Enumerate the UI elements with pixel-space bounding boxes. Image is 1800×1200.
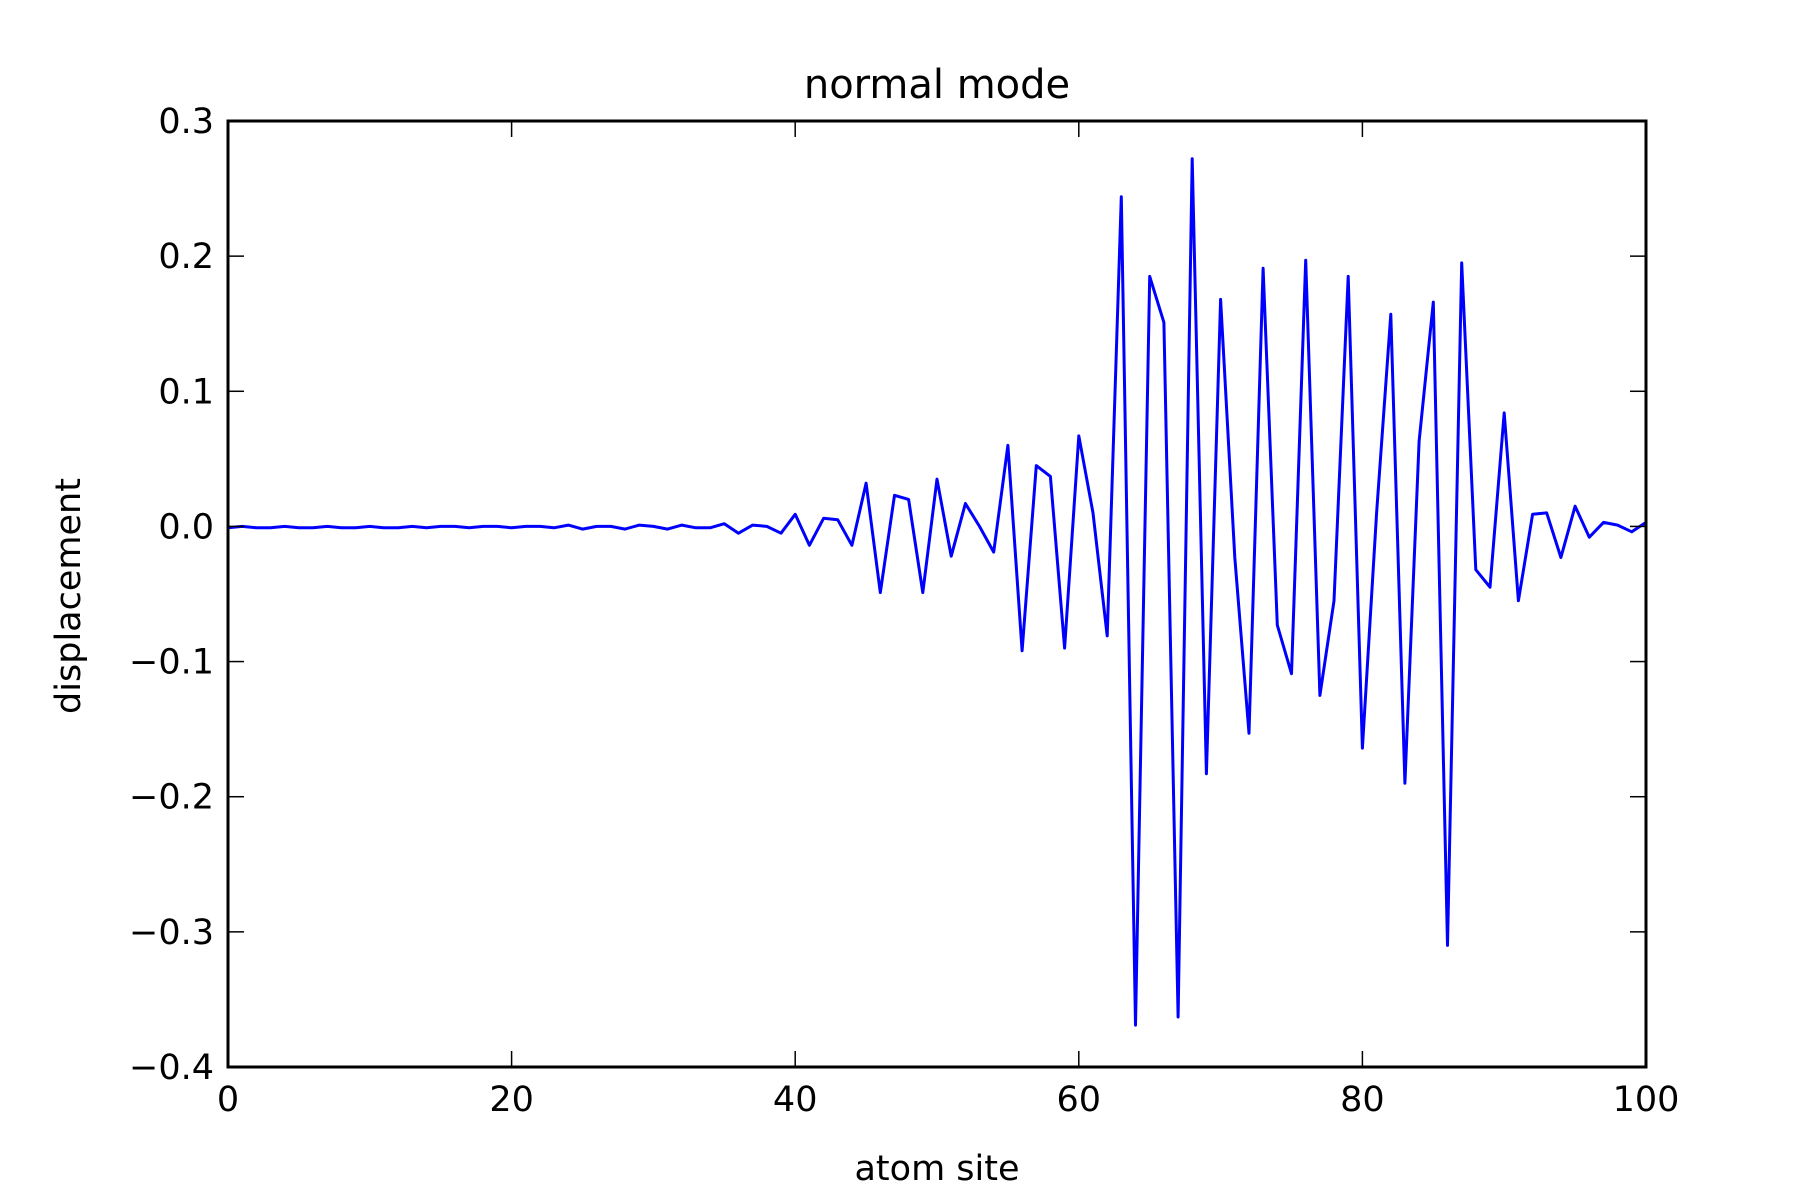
x-tick-label: 0 bbox=[217, 1080, 239, 1120]
y-tick-label: −0.3 bbox=[129, 913, 214, 953]
x-tick-label: 40 bbox=[773, 1080, 818, 1120]
x-tick-label: 20 bbox=[489, 1080, 534, 1120]
x-tick-label: 100 bbox=[1613, 1080, 1680, 1120]
y-tick-label: −0.4 bbox=[129, 1048, 214, 1088]
series-line-0 bbox=[227, 157, 1647, 1027]
y-tick-label: −0.1 bbox=[129, 643, 214, 683]
x-axis-label: atom site bbox=[854, 1149, 1019, 1189]
x-tick-label: 60 bbox=[1057, 1080, 1102, 1120]
chart-title: normal mode bbox=[804, 62, 1070, 108]
y-tick-label: 0.1 bbox=[158, 372, 214, 412]
y-tick-label: 0.0 bbox=[158, 507, 214, 547]
y-tick-label: 0.2 bbox=[158, 237, 214, 277]
y-tick-label: −0.2 bbox=[129, 778, 214, 818]
y-tick-label: 0.3 bbox=[158, 102, 214, 142]
plot-frame bbox=[226, 119, 1648, 1069]
x-tick-label: 80 bbox=[1340, 1080, 1385, 1120]
y-axis-label: displacement bbox=[49, 478, 89, 714]
